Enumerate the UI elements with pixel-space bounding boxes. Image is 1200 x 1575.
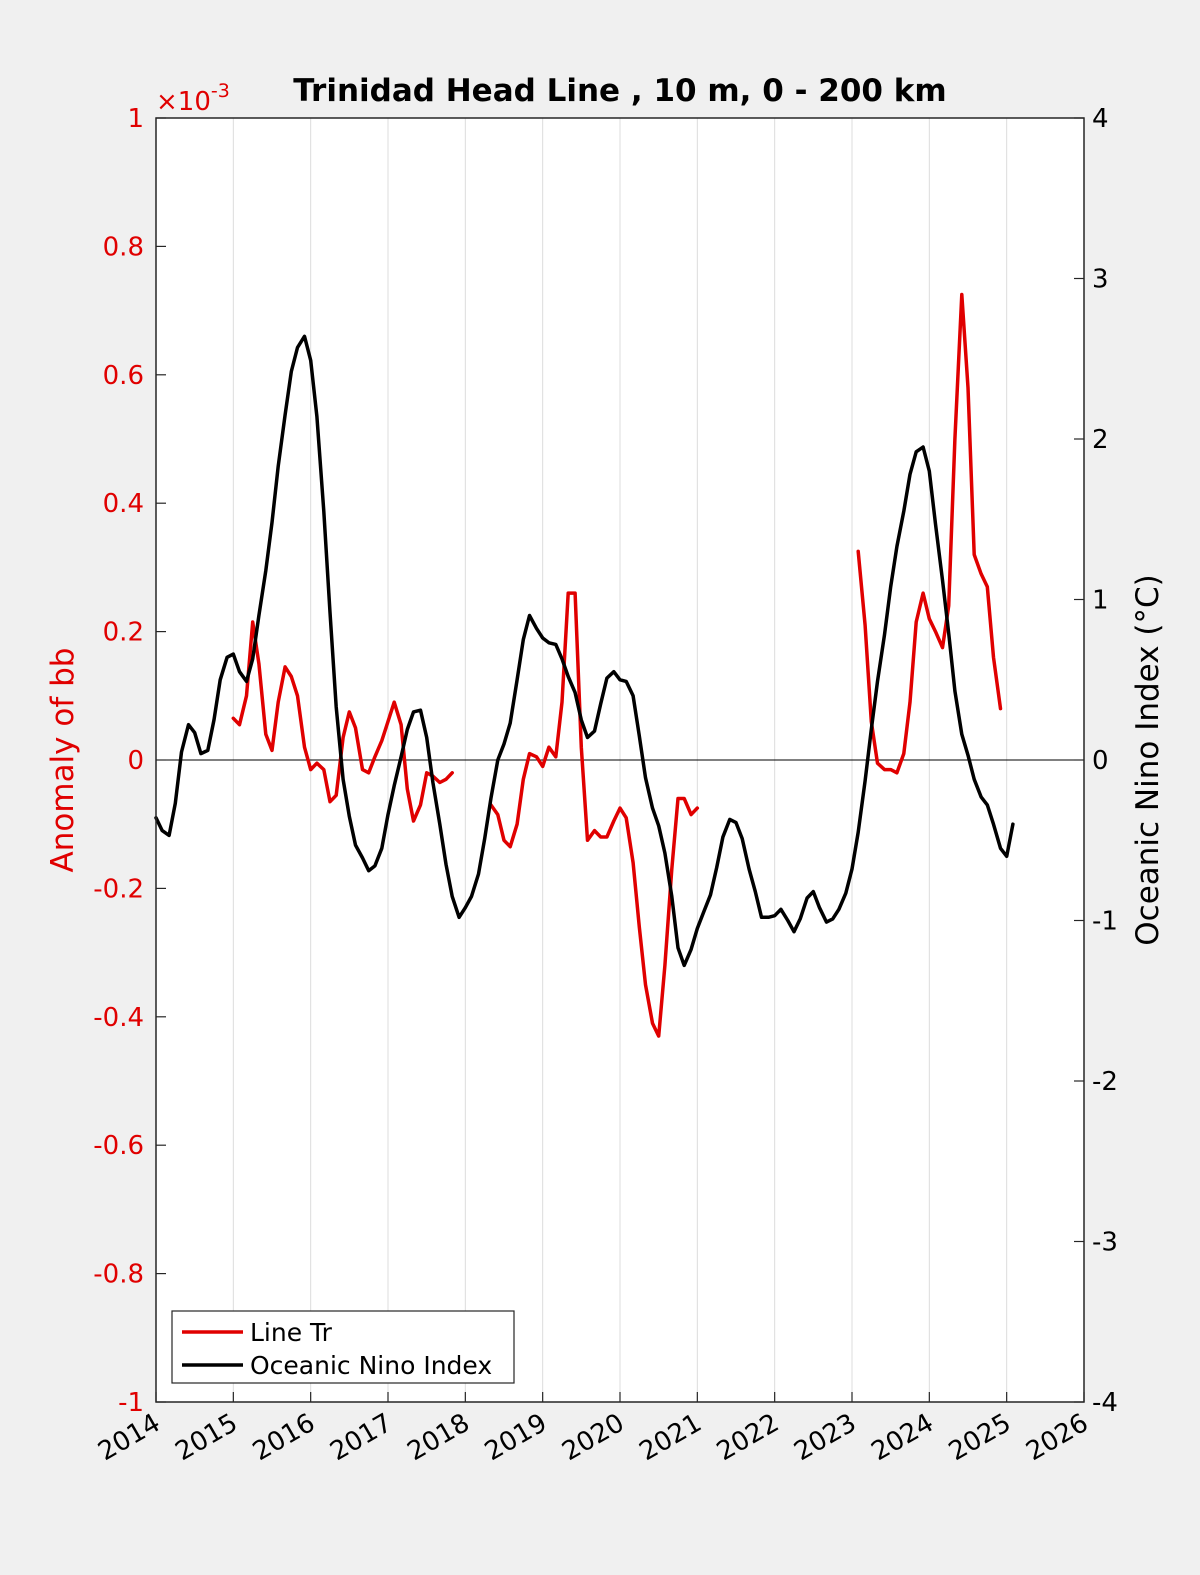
y-right-tick-label: 4 [1092, 104, 1109, 134]
y-left-tick-label: 1 [127, 104, 144, 134]
y-right-tick-label: 0 [1092, 746, 1109, 776]
series-layer [154, 292, 1015, 1038]
y-left-tick-label: 0.4 [103, 489, 144, 519]
chart-title: Trinidad Head Line , 10 m, 0 - 200 km [293, 73, 946, 109]
left-exponent-base: ×10 [156, 87, 211, 117]
y-left-tick-label: -0.4 [93, 1003, 144, 1033]
x-tick-label: 2025 [944, 1408, 1016, 1467]
x-tick-label: 2017 [325, 1408, 397, 1467]
y-right-tick-label: 2 [1092, 425, 1109, 455]
left-exponent-power: -3 [211, 80, 230, 102]
y-left-tick-label: 0.2 [103, 618, 144, 648]
right-axis-label: Oceanic Nino Index (°C) [1130, 574, 1166, 945]
y-left-tick-label: -0.8 [93, 1260, 144, 1290]
legend-label-oni: Oceanic Nino Index [250, 1351, 492, 1380]
left-axis-label: Anomaly of bb [45, 648, 81, 873]
x-tick-label: 2023 [789, 1408, 861, 1467]
y-right-tick-label: 1 [1092, 586, 1109, 616]
y-left-tick-label: 0.8 [103, 232, 144, 262]
legend-label-line-tr: Line Tr [250, 1318, 333, 1347]
x-tick-label: 2021 [635, 1408, 707, 1467]
y-right-tick-label: -1 [1092, 907, 1118, 937]
series-line-tr-segment [489, 591, 700, 1038]
left-exponent: ×10-3 [156, 80, 230, 117]
y-right-tick-label: -2 [1092, 1067, 1118, 1097]
y-left-tick-label: -0.2 [93, 874, 144, 904]
x-tick-label: 2016 [248, 1408, 320, 1467]
y-left-tick-label: -1 [118, 1388, 144, 1418]
x-tick-label: 2024 [867, 1408, 939, 1467]
legend: Line Tr Oceanic Nino Index [171, 1310, 515, 1384]
x-tick-label: 2019 [480, 1408, 552, 1467]
x-tick-label: 2018 [403, 1408, 475, 1467]
x-tick-label: 2022 [712, 1408, 784, 1467]
x-tick-label: 2026 [1021, 1408, 1093, 1467]
y-left-tick-label: -0.6 [93, 1131, 144, 1161]
y-right-tick-label: -3 [1092, 1228, 1118, 1258]
x-tick-label: 2015 [171, 1408, 243, 1467]
y-right-tick-label: -4 [1092, 1388, 1118, 1418]
series-line-tr-segment [856, 292, 1003, 775]
x-tick-label: 2020 [557, 1408, 629, 1467]
legend-box [171, 1310, 515, 1384]
series-line-tr-segment [231, 620, 454, 823]
y-left-tick-label: 0 [127, 746, 144, 776]
y-left-tick-label: 0.6 [103, 361, 144, 391]
series-oni-segment [154, 334, 1015, 968]
y-right-tick-label: 3 [1092, 265, 1109, 295]
